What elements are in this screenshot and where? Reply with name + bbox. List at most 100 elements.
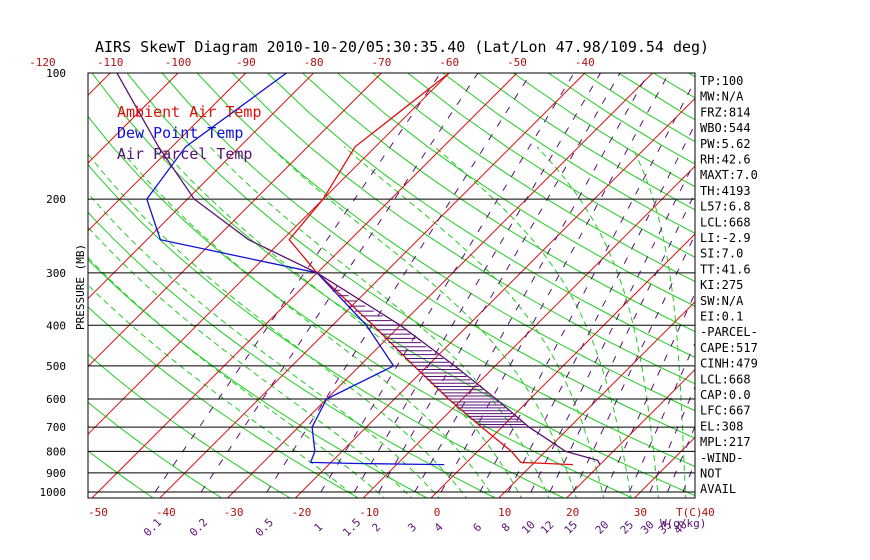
top-temp-tick: -70 — [371, 56, 391, 69]
mixing-ratio-line — [320, 73, 575, 493]
dry-adiabat — [88, 211, 497, 498]
bottom-temp-tick: -30 — [224, 506, 244, 519]
isotherm — [159, 73, 586, 498]
index-entry: LI:-2.9 — [700, 231, 751, 245]
pressure-tick-label: 400 — [46, 319, 66, 332]
bottom-temp-tick: -50 — [88, 506, 108, 519]
top-temp-tick: -110 — [97, 56, 124, 69]
index-entry: KI:275 — [700, 278, 743, 292]
dry-adiabat — [88, 450, 155, 498]
chart-title: AIRS SkewT Diagram 2010-10-20/05:30:35.4… — [95, 38, 709, 56]
pressure-tick-label: 900 — [46, 467, 66, 480]
mixing-ratio-tick: 25 — [618, 518, 637, 537]
mixing-ratio-tick: 1.5 — [340, 516, 363, 539]
dry-adiabat — [0, 73, 20, 501]
index-entry: -WIND- — [700, 451, 743, 465]
dry-adiabat — [196, 73, 695, 412]
index-entry: LFC:667 — [700, 404, 751, 418]
dry-adiabat — [88, 353, 292, 498]
mixing-ratio-tick: 30 — [638, 518, 657, 537]
pressure-tick-label: 100 — [46, 67, 66, 80]
index-entry: MW:N/A — [700, 90, 744, 104]
index-entry: -PARCEL- — [700, 325, 758, 339]
isotherm — [88, 73, 179, 164]
mixing-ratio-line — [154, 73, 442, 493]
moist-adiabat — [631, 146, 687, 498]
isotherm — [88, 73, 111, 96]
isotherm — [498, 301, 695, 498]
bottom-temp-tick: 0 — [434, 506, 441, 519]
mixing-ratio-tick: 15 — [562, 518, 581, 537]
legend-item: Ambient Air Temp — [117, 103, 262, 121]
mixing-ratio-line — [378, 73, 621, 493]
index-entry: TT:41.6 — [700, 262, 751, 276]
mixing-ratio-tick: 20 — [593, 518, 612, 537]
t-axis-label: T(C) — [676, 506, 703, 519]
bottom-temp-tick: 40 — [702, 506, 715, 519]
mixing-ratio-tick: 0.1 — [141, 516, 164, 539]
top-temp-tick: -80 — [304, 56, 324, 69]
pressure-tick-label: 200 — [46, 193, 66, 206]
mixing-ratio-tick: 0.2 — [187, 516, 210, 539]
index-entry: FRZ:814 — [700, 105, 751, 119]
index-entry: CINH:479 — [700, 357, 758, 371]
top-temp-tick: -120 — [29, 56, 56, 69]
moist-adiabat — [88, 153, 468, 498]
dry-adiabat — [91, 73, 695, 497]
isotherm — [88, 73, 382, 368]
index-entry: LCL:668 — [700, 372, 751, 386]
top-temp-tick: -50 — [507, 56, 527, 69]
pressure-tick-label: 300 — [46, 267, 66, 280]
y-axis-label: PRESSURE (MB) — [74, 244, 87, 330]
index-entry: TH:4193 — [700, 184, 751, 198]
index-entry: RH:42.6 — [700, 153, 751, 167]
bottom-temp-tick: 30 — [634, 506, 647, 519]
mixing-ratio-tick: 6 — [470, 521, 484, 535]
bottom-temp-tick: 20 — [566, 506, 579, 519]
isotherm — [767, 73, 870, 501]
mixing-ratio-tick: 12 — [538, 518, 557, 537]
bottom-temp-axis: -50 -40 -30 -20 -10 0 10 20 30 40 — [88, 506, 715, 519]
profile-air-parcel-temp — [116, 73, 601, 465]
legend-item: Dew Point Temp — [117, 124, 243, 142]
grid-layer — [0, 73, 870, 501]
isotherm — [565, 368, 695, 498]
top-temp-tick: -60 — [439, 56, 459, 69]
isotherm — [294, 97, 695, 498]
moist-adiabat — [88, 192, 440, 498]
index-entry: SW:N/A — [700, 294, 744, 308]
index-entry: EI:0.1 — [700, 310, 743, 324]
mixing-ratio-tick: 4 — [432, 520, 446, 534]
mixing-ratio-tick: 0.5 — [253, 516, 276, 539]
dry-adiabat — [267, 73, 695, 358]
index-entry: PW:5.62 — [700, 137, 751, 151]
index-entry: WBO:544 — [700, 121, 751, 135]
moist-adiabat — [536, 146, 659, 498]
index-entry: LCL:668 — [700, 215, 751, 229]
dry-adiabat — [88, 306, 360, 498]
mixing-ratio-line — [266, 73, 532, 493]
dry-adiabat — [88, 115, 634, 498]
index-entry: NOT — [700, 467, 722, 481]
top-temp-tick: -90 — [236, 56, 256, 69]
top-temp-axis: -120 -110 -100 -90 -80 -70 -60 -50 -40 — [29, 56, 595, 69]
dry-adiabat — [302, 73, 695, 333]
isotherm — [88, 73, 314, 300]
isotherm — [91, 73, 518, 498]
dry-adiabat — [794, 73, 870, 501]
mixing-ratio-label: W(g/kg) — [660, 517, 706, 530]
dry-adiabat — [829, 73, 870, 501]
dry-adiabat — [407, 73, 695, 258]
index-entry: SI:7.0 — [700, 247, 743, 261]
mixing-ratio-tick: 8 — [499, 521, 513, 535]
dry-adiabat — [161, 73, 695, 439]
mixing-ratio-tick: 3 — [405, 521, 419, 535]
profiles-layer — [116, 73, 601, 466]
mixing-ratio-line — [507, 123, 695, 493]
index-entry: EL:308 — [700, 419, 743, 433]
isotherm — [226, 73, 653, 498]
